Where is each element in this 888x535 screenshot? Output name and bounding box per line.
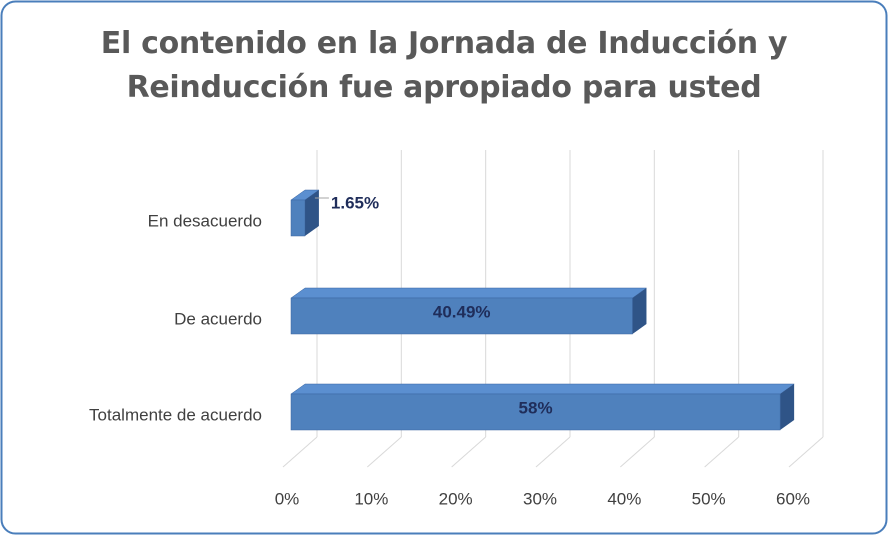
floor-line xyxy=(282,436,318,468)
bar-side xyxy=(780,384,795,430)
bar xyxy=(290,189,320,237)
bar-side xyxy=(304,190,319,236)
y-tick-label: De acuerdo xyxy=(174,309,262,328)
bar xyxy=(290,287,648,335)
floor-line xyxy=(367,436,402,468)
bar-side xyxy=(632,288,647,334)
value-label: 40.49% xyxy=(433,302,491,321)
floor-line xyxy=(535,436,571,468)
x-tick-label: 40% xyxy=(607,489,641,508)
bar xyxy=(290,383,795,431)
bar-front xyxy=(290,297,633,335)
bar-top xyxy=(290,287,648,299)
x-tick-label: 0% xyxy=(275,489,300,508)
bar-front xyxy=(290,393,781,431)
floor-line xyxy=(451,436,486,468)
floor-line xyxy=(788,436,824,468)
bar-front xyxy=(290,199,306,237)
floor-line xyxy=(704,436,739,468)
x-tick-label: 20% xyxy=(439,489,473,508)
chart-title: El contenido en la Jornada de Inducción … xyxy=(100,26,788,105)
x-tick-label: 60% xyxy=(776,489,810,508)
x-tick-label: 10% xyxy=(354,489,388,508)
value-label: 58% xyxy=(519,398,553,417)
y-tick-label: Totalmente de acuerdo xyxy=(89,405,262,424)
bar-top xyxy=(290,383,795,395)
x-tick-label: 30% xyxy=(523,489,557,508)
y-tick-label: En desacuerdo xyxy=(148,211,262,230)
floor-line xyxy=(620,436,655,468)
value-label: 1.65% xyxy=(331,193,379,212)
x-tick-label: 50% xyxy=(692,489,726,508)
